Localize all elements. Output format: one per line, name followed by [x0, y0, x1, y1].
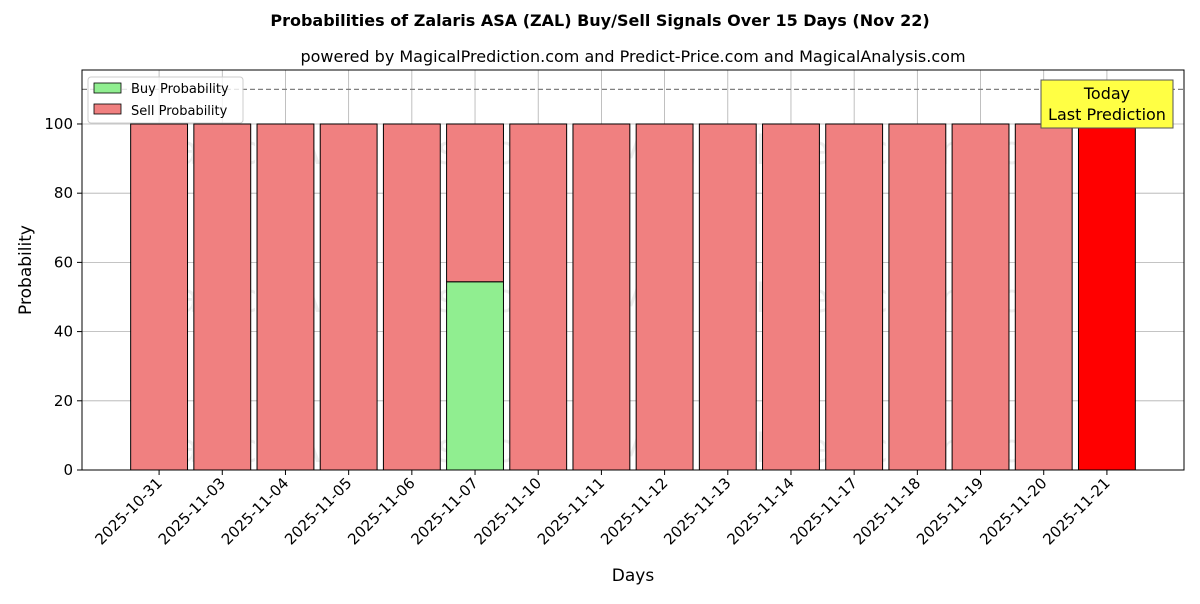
sell-bar: [382, 123, 441, 471]
annotation-line2: Last Prediction: [1048, 105, 1166, 124]
x-tick-label: 2025-11-07: [407, 474, 481, 548]
y-axis: 0 20 40 60 80 100: [44, 115, 82, 479]
sell-bar: [825, 123, 884, 471]
legend-label-buy: Buy Probability: [131, 82, 229, 97]
x-tick-label: 2025-11-19: [913, 474, 987, 548]
sell-bar: [130, 123, 189, 471]
x-tick-label: 2025-11-06: [344, 474, 418, 548]
annotation-line1: Today: [1083, 84, 1130, 103]
x-axis-label: Days: [612, 566, 655, 586]
legend: Buy Probability Sell Probability: [87, 76, 244, 124]
sell-bar: [1077, 123, 1136, 471]
x-tick-label: 2025-11-13: [660, 474, 734, 548]
sell-bar: [319, 123, 378, 471]
y-tick-label: 0: [63, 461, 73, 479]
x-tick-label: 2025-11-05: [281, 474, 355, 548]
today-annotation: Today Last Prediction: [1040, 79, 1174, 129]
sell-bar: [635, 123, 694, 471]
x-tick-label: 2025-11-11: [534, 474, 608, 548]
x-tick-label: 2025-10-31: [92, 474, 166, 548]
sell-bar: [762, 123, 820, 471]
x-tick-label: 2025-11-03: [155, 474, 229, 548]
legend-swatch-buy: [93, 82, 122, 94]
chart-subtitle: powered by MagicalPrediction.com and Pre…: [300, 47, 965, 66]
sell-bar: [888, 123, 947, 471]
sell-bar: [446, 123, 504, 283]
x-tick-label: 2025-11-21: [1039, 474, 1113, 548]
x-tick-label: 2025-11-17: [787, 474, 861, 548]
sell-bar: [698, 123, 757, 471]
y-tick-label: 80: [54, 184, 73, 202]
sell-bar: [572, 123, 631, 471]
sell-bar: [509, 123, 568, 471]
plot-frame: [81, 69, 1185, 471]
y-axis-label: Probability: [16, 225, 36, 315]
x-tick-label: 2025-11-18: [850, 474, 924, 548]
y-tick-label: 60: [54, 253, 73, 271]
x-tick-label: 2025-11-04: [218, 474, 292, 548]
legend-swatch-sell: [93, 103, 122, 115]
bars: [130, 123, 1136, 471]
sell-bar: [256, 123, 315, 471]
sell-bar: [193, 123, 252, 471]
chart-title: Probabilities of Zalaris ASA (ZAL) Buy/S…: [270, 11, 929, 30]
sell-bar: [1014, 123, 1073, 471]
x-tick-label: 2025-11-14: [723, 474, 797, 548]
x-tick-label: 2025-11-20: [976, 474, 1050, 548]
y-tick-label: 100: [44, 115, 73, 133]
y-tick-label: 40: [54, 323, 73, 341]
buy-bar: [446, 281, 504, 471]
x-tick-label: 2025-11-12: [597, 474, 671, 548]
legend-label-sell: Sell Probability: [131, 104, 228, 119]
y-tick-label: 20: [54, 392, 73, 410]
x-axis: 2025-10-312025-11-032025-11-042025-11-05…: [92, 470, 1114, 548]
x-tick-label: 2025-11-10: [471, 474, 545, 548]
sell-bar: [951, 123, 1010, 471]
